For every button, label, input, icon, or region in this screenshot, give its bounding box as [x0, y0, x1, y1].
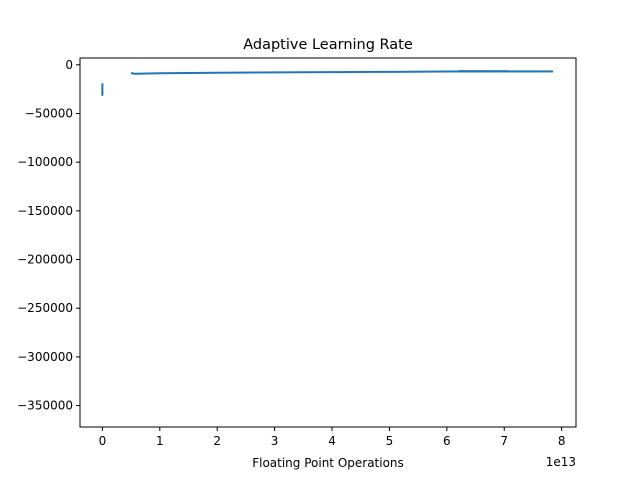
x-tick-label: 4 — [328, 434, 336, 448]
y-tick-label: 0 — [65, 58, 73, 72]
x-tick-label: 3 — [271, 434, 279, 448]
chart-title: Adaptive Learning Rate — [243, 37, 413, 53]
y-tick-label: −250000 — [17, 301, 73, 315]
y-tick-label: −200000 — [17, 253, 73, 267]
x-tick-label: 5 — [386, 434, 394, 448]
x-axis-offset-label: 1e13 — [546, 455, 576, 469]
x-axis-label: Floating Point Operations — [252, 456, 404, 470]
x-tick-label: 1 — [156, 434, 164, 448]
x-tick-label: 0 — [99, 434, 107, 448]
x-tick-label: 2 — [213, 434, 221, 448]
y-tick-label: −100000 — [17, 155, 73, 169]
y-tick-label: −300000 — [17, 350, 73, 364]
x-tick-label: 6 — [443, 434, 451, 448]
y-tick-label: −350000 — [17, 399, 73, 413]
x-tick-label: 7 — [500, 434, 508, 448]
y-tick-label: −50000 — [25, 106, 73, 120]
y-tick-label: −150000 — [17, 204, 73, 218]
x-tick-label: 8 — [558, 434, 566, 448]
